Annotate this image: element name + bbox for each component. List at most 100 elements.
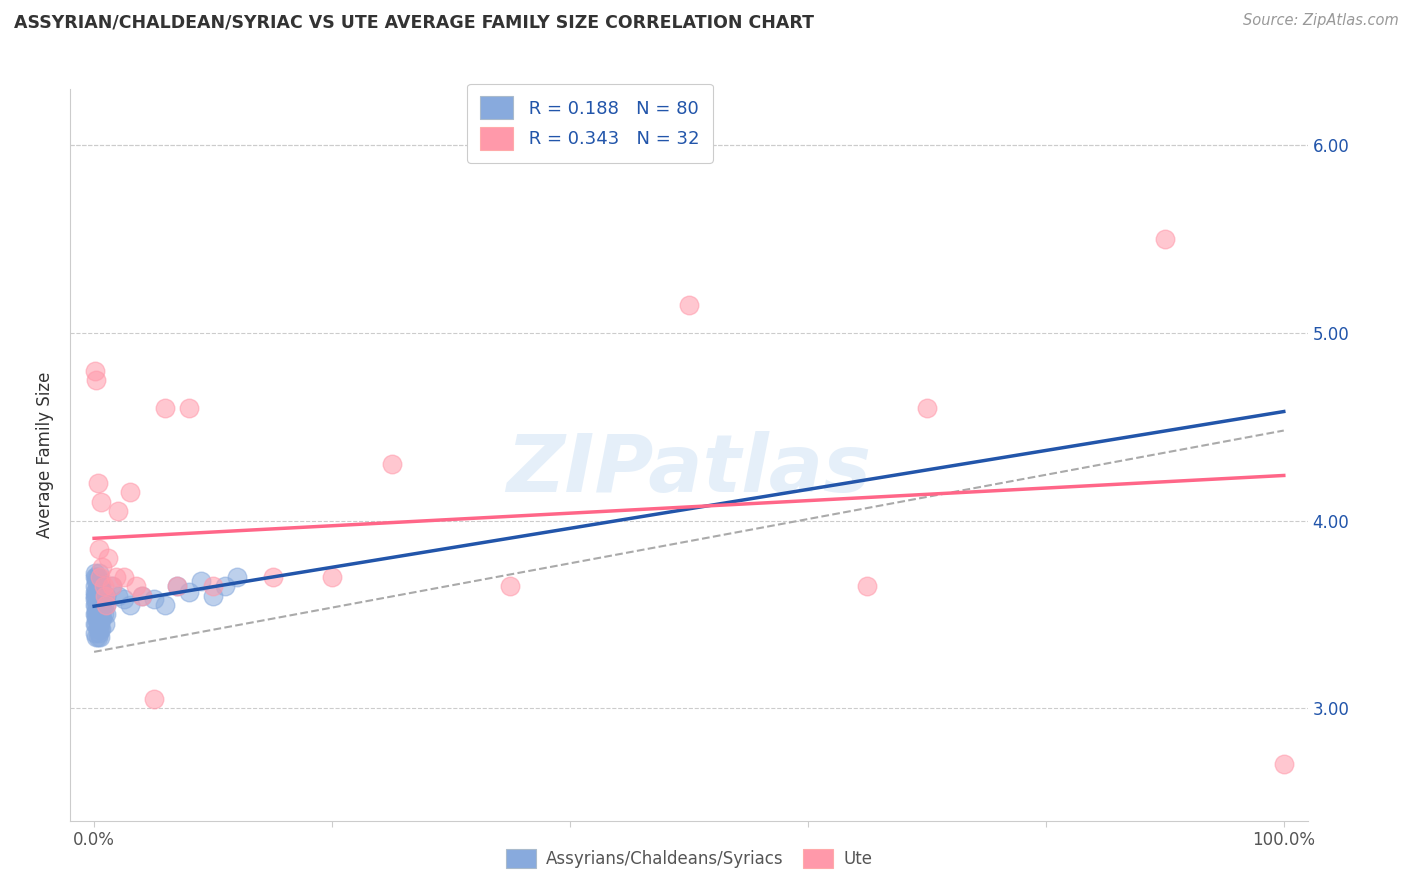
Point [112, 570, 135, 584]
Point [84, 584, 107, 599]
Point [107, 504, 129, 518]
Point [89, 607, 111, 622]
Point [91, 611, 114, 625]
Point [86, 598, 108, 612]
Point [86, 598, 108, 612]
Point [94, 607, 117, 622]
Point [89, 630, 111, 644]
Point [89, 616, 111, 631]
Point [86, 589, 108, 603]
Point [190, 574, 212, 588]
Point [84, 616, 107, 631]
Point [94, 589, 117, 603]
Point [93, 579, 115, 593]
Point [89, 592, 111, 607]
Point [87, 592, 110, 607]
Point [90, 579, 112, 593]
Point [86, 579, 108, 593]
Point [94, 589, 117, 603]
Point [90, 623, 112, 637]
Point [89, 574, 111, 588]
Point [90, 598, 112, 612]
Text: ZIPatlas: ZIPatlas [506, 431, 872, 508]
Point [101, 579, 124, 593]
Point [87, 592, 110, 607]
Point [142, 691, 165, 706]
Point [104, 570, 127, 584]
Point [94, 598, 117, 612]
Point [87, 604, 110, 618]
Point [380, 458, 402, 472]
Point [87, 579, 110, 593]
Point [84, 607, 107, 622]
Point [93, 598, 115, 612]
Point [87, 566, 110, 580]
Point [90, 589, 112, 603]
Point [262, 570, 284, 584]
Point [321, 570, 343, 584]
Point [86, 373, 108, 387]
Text: ASSYRIAN/CHALDEAN/SYRIAC VS UTE AVERAGE FAMILY SIZE CORRELATION CHART: ASSYRIAN/CHALDEAN/SYRIAC VS UTE AVERAGE … [14, 13, 814, 31]
Point [107, 589, 129, 603]
Point [86, 476, 108, 491]
Point [89, 598, 111, 612]
Point [225, 570, 247, 584]
Point [90, 607, 112, 622]
Point [86, 574, 108, 588]
Point [678, 298, 700, 312]
Point [86, 630, 108, 644]
Point [131, 589, 153, 603]
Point [89, 570, 111, 584]
Point [90, 592, 112, 607]
Point [86, 630, 108, 644]
Point [179, 584, 201, 599]
Point [1272, 757, 1295, 772]
Point [94, 598, 117, 612]
Point [125, 579, 148, 593]
Point [86, 570, 108, 584]
Point [84, 626, 107, 640]
Point [87, 541, 110, 556]
Point [86, 611, 108, 625]
Point [84, 579, 107, 593]
Point [131, 589, 153, 603]
Point [89, 604, 111, 618]
Point [94, 589, 117, 603]
Point [84, 363, 107, 377]
Point [89, 579, 111, 593]
Point [112, 592, 135, 607]
Legend: Assyrians/Chaldeans/Syriacs, Ute: Assyrians/Chaldeans/Syriacs, Ute [492, 836, 886, 882]
Point [1153, 232, 1175, 246]
Text: Source: ZipAtlas.com: Source: ZipAtlas.com [1243, 13, 1399, 29]
Point [86, 589, 108, 603]
Point [155, 598, 177, 612]
Point [86, 607, 108, 622]
Point [87, 598, 110, 612]
Y-axis label: Average Family Size: Average Family Size [37, 372, 55, 538]
Point [89, 623, 111, 637]
Point [86, 616, 108, 631]
Point [155, 401, 177, 415]
Point [94, 616, 117, 631]
Point [118, 598, 141, 612]
Point [86, 570, 108, 584]
Point [97, 551, 120, 566]
Point [499, 579, 522, 593]
Point [84, 566, 107, 580]
Point [118, 485, 141, 500]
Point [86, 598, 108, 612]
Point [86, 584, 108, 599]
Point [93, 607, 115, 622]
Point [87, 626, 110, 640]
Point [142, 592, 165, 607]
Point [101, 579, 124, 593]
Point [91, 598, 114, 612]
Point [166, 579, 188, 593]
Point [86, 607, 108, 622]
Point [83, 589, 105, 603]
Point [915, 401, 938, 415]
Point [89, 589, 111, 603]
Point [87, 584, 110, 599]
Point [202, 579, 225, 593]
Point [84, 598, 107, 612]
